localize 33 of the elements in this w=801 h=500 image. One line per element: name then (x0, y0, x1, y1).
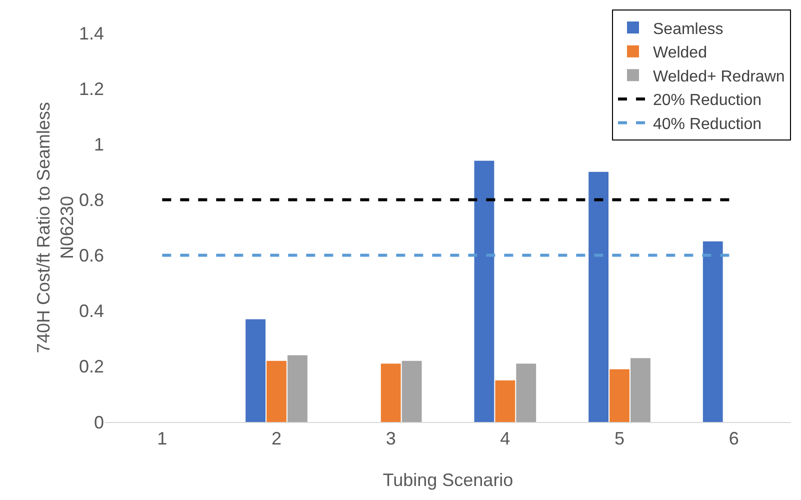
x-tick-label: 6 (728, 428, 739, 449)
legend-label: Welded (653, 44, 707, 62)
bar (266, 360, 286, 422)
bar (380, 364, 401, 422)
bar (288, 355, 308, 422)
bar (516, 364, 536, 422)
x-tick-label: 4 (500, 428, 510, 449)
y-tick-label: 0.6 (78, 246, 104, 266)
y-tick-label: 1 (94, 134, 104, 154)
legend-label: Seamless (653, 20, 724, 38)
bar (402, 360, 422, 422)
bar (702, 241, 723, 422)
bar (610, 369, 630, 422)
x-tick-label: 2 (271, 428, 282, 449)
y-tick-label: 0 (94, 412, 104, 432)
y-tick-label: 1.2 (78, 78, 104, 99)
y-tick-label: 1.4 (78, 23, 104, 44)
legend-label: 40% Reduction (653, 116, 762, 133)
legend-label: Welded+ Redrawn (653, 68, 785, 86)
x-tick-label: 1 (157, 428, 168, 449)
y-tick-label: 0.8 (78, 190, 104, 210)
legend-label: 20% Reduction (653, 92, 762, 110)
y-tick-label: 0.2 (78, 356, 104, 377)
bar (495, 380, 516, 422)
x-tick-label: 5 (614, 428, 625, 449)
bar (630, 358, 650, 422)
bar (246, 319, 266, 422)
x-tick-label: 3 (386, 428, 396, 449)
y-tick-label: 0.4 (78, 301, 104, 322)
bar (588, 172, 608, 422)
x-axis-title: Tubing Scenario (382, 470, 514, 490)
y-axis-title: 740H Cost/ft Ratio to Seamless N06230 (34, 102, 77, 354)
bar (474, 160, 494, 422)
